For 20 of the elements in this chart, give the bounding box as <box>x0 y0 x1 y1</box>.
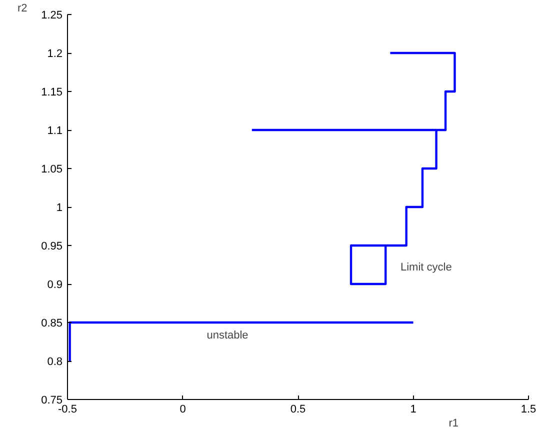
y-tick-label: 0.85 <box>41 318 63 330</box>
x-tick-label: 0.5 <box>290 404 306 416</box>
y-tick-label: 0.95 <box>41 240 63 252</box>
y-tick-label: 1.2 <box>47 48 63 60</box>
x-tick-label: -0.5 <box>58 404 77 416</box>
y-tick-label: 0.75 <box>41 394 63 406</box>
x-tick-label: 0 <box>180 404 186 416</box>
annotation: Limit cycle <box>400 262 452 274</box>
y-tick-label: 1.15 <box>41 86 63 98</box>
annotation: unstable <box>206 330 248 342</box>
y-tick-label: 1 <box>56 202 63 214</box>
y-tick-label: 0.8 <box>47 356 63 368</box>
y-tick-label: 0.9 <box>47 279 63 291</box>
y-tick-label: 1.1 <box>47 125 63 137</box>
x-axis-title: r1 <box>448 418 458 429</box>
y-tick-label: 1.25 <box>41 10 63 22</box>
y-axis-title: r2 <box>18 2 28 14</box>
x-tick-label: 1.5 <box>520 404 536 416</box>
x-tick-label: 1 <box>410 404 416 416</box>
y-tick-label: 1.05 <box>41 164 63 176</box>
